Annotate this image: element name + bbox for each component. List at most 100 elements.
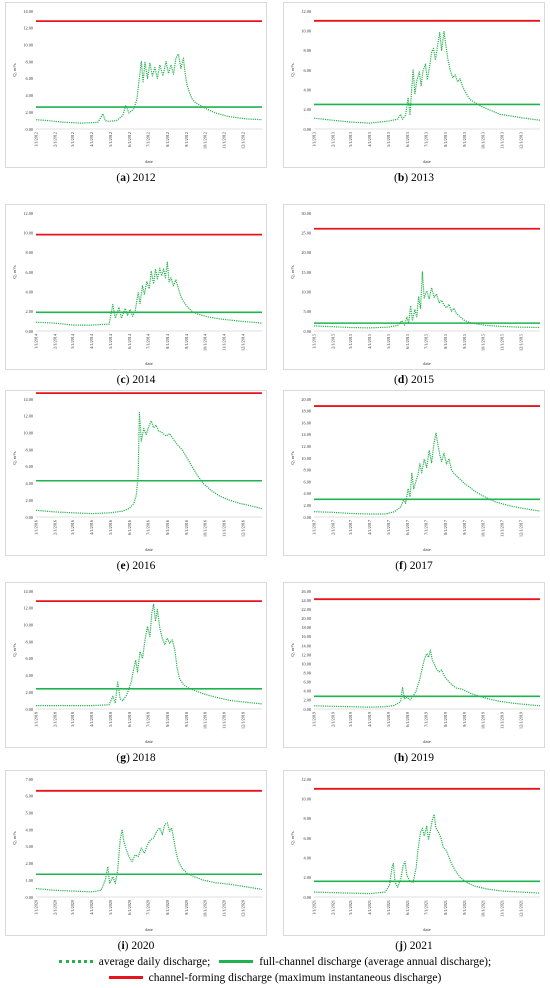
y-tick-label: 10.00 — [301, 661, 311, 666]
y-tick-label: 4.00 — [25, 481, 33, 486]
x-tick-label: 2/1/2016 — [53, 520, 58, 535]
chart-svg: 0.00 2.00 4.00 6.00 8.00 10.00 12.00 14.00 16.00… — [290, 397, 541, 552]
chart-panel-j: 0.00 2.00 4.00 6.00 8.00 10.00 12.00 Q, m³/s 1/1… — [283, 770, 545, 966]
y-tick-label: 24.00 — [301, 598, 311, 603]
y-tick-label: 4.00 — [25, 93, 33, 98]
y-axis-label: Q, m³/s — [290, 643, 296, 657]
x-tick-label: 9/1/2015 — [462, 334, 467, 349]
y-tick-label: 2.00 — [303, 698, 311, 703]
x-tick-label: 8/1/2015 — [443, 334, 448, 349]
y-tick-label: 26.00 — [301, 589, 311, 594]
x-tick-label: 11/1/2016 — [222, 520, 227, 537]
x-tick-label: 10/1/2021 — [481, 900, 486, 917]
x-tick-label: 2/1/2018 — [53, 712, 58, 727]
x-tick-label: 10/1/2020 — [203, 900, 208, 917]
daily-discharge-line — [313, 813, 541, 895]
y-tick-label: 6.00 — [25, 76, 33, 81]
x-tick-label: 6/1/2018 — [127, 712, 132, 727]
y-axis-label: Q, m³/s — [12, 831, 18, 845]
x-tick-label: 3/1/2013 — [348, 132, 353, 147]
y-tick-label: 6.00 — [303, 479, 311, 484]
legend-row-1: average daily discharge; full-channel di… — [0, 954, 550, 968]
y-tick-label: 12.00 — [301, 444, 311, 449]
y-tick-label: 0.00 — [25, 895, 33, 900]
x-tick-label: 6/1/2013 — [405, 132, 410, 147]
y-tick-label: 15.00 — [301, 270, 311, 275]
legend-item-daily: average daily discharge; — [58, 955, 211, 968]
x-tick-label: 9/1/2013 — [462, 132, 467, 147]
x-tick-label: 8/1/2019 — [443, 712, 448, 727]
y-tick-label: 6.00 — [303, 680, 311, 685]
x-tick-label: 10/1/2013 — [481, 132, 486, 149]
legend-label-daily: average daily discharge; — [98, 955, 211, 968]
x-tick-label: 11/1/2019 — [500, 712, 505, 729]
x-tick-label: 2/1/2021 — [331, 900, 336, 915]
x-tick-label: 8/1/2012 — [165, 132, 170, 147]
channel-forming-swatch — [108, 976, 143, 979]
y-tick-label: 4.00 — [303, 689, 311, 694]
y-tick-label: 18.00 — [301, 625, 311, 630]
y-tick-label: 0.00 — [303, 707, 311, 712]
x-tick-label: 3/1/2012 — [70, 132, 75, 147]
x-tick-label: 10/1/2017 — [481, 520, 486, 537]
x-tick-label: 7/1/2015 — [424, 334, 429, 349]
x-tick-label: 4/1/2020 — [89, 900, 94, 915]
y-axis-label: Q, m³/s — [290, 63, 296, 77]
y-tick-label: 14.00 — [23, 589, 33, 594]
y-tick-label: 10.00 — [301, 456, 311, 461]
x-tick-label: 7/1/2012 — [146, 132, 151, 147]
y-tick-label: 0.00 — [25, 707, 33, 712]
y-tick-label: 10.00 — [23, 230, 33, 235]
chart-svg: 0.00 2.00 4.00 6.00 8.00 10.00 12.00 14.00 Q, m³… — [12, 9, 263, 164]
chart-panel-d: 0.00 5.00 10.00 15.00 20.00 25.00 30.00 Q, m³/s… — [283, 204, 545, 400]
legend-item-full: full-channel discharge (average annual d… — [219, 956, 491, 968]
x-tick-label: 4/1/2015 — [367, 334, 372, 349]
panel-letter: (c) — [116, 374, 130, 386]
x-tick-label: 9/1/2020 — [184, 900, 189, 915]
x-tick-label: 6/1/2021 — [405, 900, 410, 915]
chart-frame: 0.00 2.00 4.00 6.00 8.00 10.00 12.00 14.00 16.00… — [283, 582, 545, 748]
x-tick-label: 8/1/2017 — [443, 520, 448, 535]
x-tick-label: 11/1/2013 — [500, 132, 505, 149]
daily-discharge-line — [36, 603, 263, 707]
chart-panel-b: 0.00 2.00 4.00 6.00 8.00 10.00 12.00 Q, m³/s 1/1… — [283, 2, 545, 198]
daily-line-swatch — [58, 960, 93, 963]
y-tick-label: 12.00 — [23, 26, 33, 31]
y-tick-label: 20.00 — [301, 250, 311, 255]
y-tick-label: 20.00 — [301, 397, 311, 402]
y-tick-label: 14.00 — [301, 643, 311, 648]
x-tick-label: 9/1/2017 — [462, 520, 467, 535]
x-tick-label: 4/1/2019 — [367, 712, 372, 727]
x-tick-label: 7/1/2017 — [424, 520, 429, 535]
x-tick-label: 5/1/2018 — [108, 712, 113, 727]
chart-svg: 0.00 2.00 4.00 6.00 8.00 10.00 12.00 14.00 Q, m³… — [12, 392, 263, 552]
x-tick-label: 11/1/2018 — [222, 712, 227, 729]
x-axis-label: date — [145, 159, 153, 164]
x-tick-label: 1/1/2021 — [312, 900, 317, 915]
y-tick-label: 4.00 — [303, 855, 311, 860]
x-tick-label: 2/1/2019 — [331, 712, 336, 727]
x-tick-label: 7/1/2014 — [146, 333, 151, 349]
y-tick-label: 14.00 — [301, 432, 311, 437]
x-tick-label: 4/1/2013 — [367, 132, 372, 147]
chart-panel-g: 0.00 2.00 4.00 6.00 8.00 10.00 12.00 14.00 Q, m³… — [5, 582, 267, 778]
x-tick-label: 4/1/2012 — [89, 132, 94, 147]
daily-discharge-line — [35, 822, 263, 893]
panel-caption: (b) 2013 — [283, 172, 545, 184]
y-axis-label: Q, m³/s — [290, 265, 296, 279]
y-tick-label: 8.00 — [303, 468, 311, 473]
x-tick-label: 6/1/2016 — [127, 520, 132, 535]
x-tick-label: 4/1/2018 — [89, 712, 94, 727]
x-tick-label: 9/1/2019 — [462, 712, 467, 727]
daily-discharge-line — [313, 432, 541, 515]
x-tick-label: 9/1/2018 — [184, 712, 189, 727]
x-tick-label: 12/1/2012 — [240, 132, 245, 149]
y-axis-label: Q, m³/s — [12, 63, 18, 77]
panel-letter: (h) — [394, 752, 409, 764]
y-axis-label: Q, m³/s — [12, 265, 18, 279]
daily-discharge-line — [313, 271, 541, 329]
panel-letter: (d) — [394, 374, 409, 386]
y-tick-label: 10.00 — [301, 289, 311, 294]
x-tick-label: 10/1/2012 — [203, 132, 208, 149]
panel-caption: (j) 2021 — [283, 940, 545, 952]
